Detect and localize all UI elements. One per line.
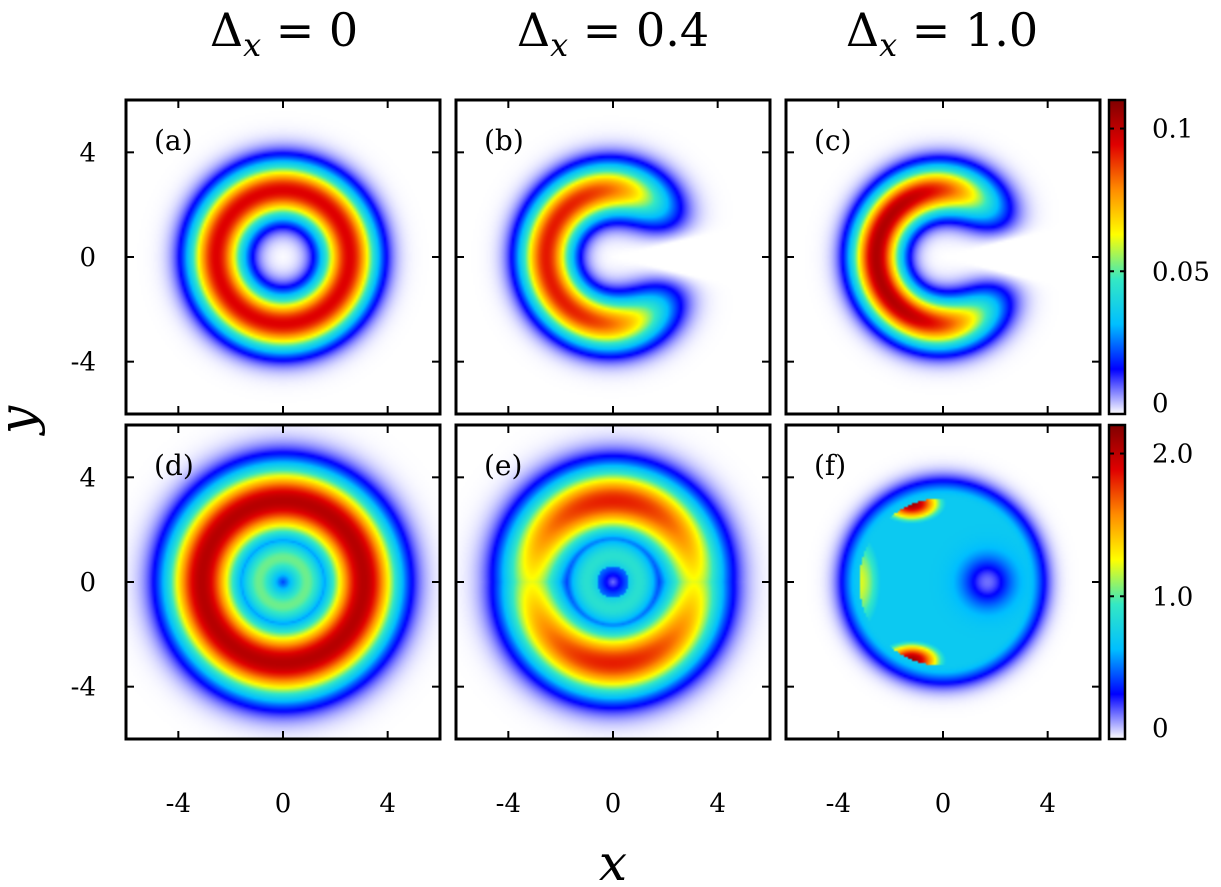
x-tick-label: -4 [166,789,191,819]
panel-label: (b) [484,124,524,157]
y-tick-label: 4 [79,463,96,493]
heatmap-image [126,100,440,414]
heatmap-image [456,100,770,414]
colorbars: 0 0.05 0.1 0 1.0 2.0 [1107,98,1210,744]
heatmap-image [456,425,770,739]
colorbar-frame [1107,98,1127,416]
panel-d: (d) [124,423,442,741]
colorbar-tick-label: 0 [1152,389,1169,419]
panel-label: (a) [154,124,193,157]
colorbar-tick-label: 0 [1152,714,1169,744]
x-tick-label: 0 [605,789,622,819]
heatmap-image [786,100,1100,414]
panel-b: (b) [454,98,772,416]
y-tick-label: -4 [71,673,96,703]
x-tick-label: -4 [496,789,521,819]
column-title-1: Δx = 0 [210,3,358,64]
colorbar-frame [1107,423,1127,741]
y-tick-labels: 4 0 -4 4 0 -4 [71,138,96,702]
panel-a: (a) [124,98,442,416]
x-tick-label: -4 [826,789,851,819]
y-tick-label: 0 [79,243,96,273]
colorbar-row-1: 0 0.05 0.1 [1107,98,1210,419]
x-tick-label: 4 [1039,789,1056,819]
colorbar-tick-label: 1.0 [1152,582,1193,612]
panels: (a) (b) (c) (d) (e) (f) [124,98,1102,741]
x-axis-label: x [599,834,627,887]
colorbar-row-2: 0 1.0 2.0 [1107,423,1193,744]
heatmap-image [786,425,1100,739]
y-axis-label: y [0,405,46,436]
colorbar-gradient [1109,100,1125,414]
panel-label: (d) [154,449,194,482]
x-tick-label: 0 [935,789,952,819]
colorbar-tick-label: 2.0 [1152,440,1193,470]
colorbar-gradient [1109,425,1125,739]
panel-e: (e) [454,423,772,741]
y-tick-label: -4 [71,348,96,378]
panel-label: (c) [814,124,852,157]
x-tick-label: 0 [275,789,292,819]
colorbar-tick-label: 0.05 [1152,257,1210,287]
column-title-3: Δx = 1.0 [846,3,1038,64]
column-titles: Δx = 0 Δx = 0.4 Δx = 1.0 [210,3,1038,64]
y-tick-label: 4 [79,138,96,168]
x-tick-labels: -4 0 4 -4 0 4 -4 0 4 [166,789,1056,819]
x-tick-label: 4 [379,789,396,819]
panel-label: (f) [814,449,846,482]
y-tick-label: 0 [79,568,96,598]
panel-label: (e) [484,449,522,482]
colorbar-tick-label: 0.1 [1152,115,1193,145]
column-title-2: Δx = 0.4 [517,3,709,64]
panel-c: (c) [784,98,1102,416]
panel-f: (f) [784,423,1102,741]
x-tick-label: 4 [709,789,726,819]
heatmap-image [126,425,440,739]
